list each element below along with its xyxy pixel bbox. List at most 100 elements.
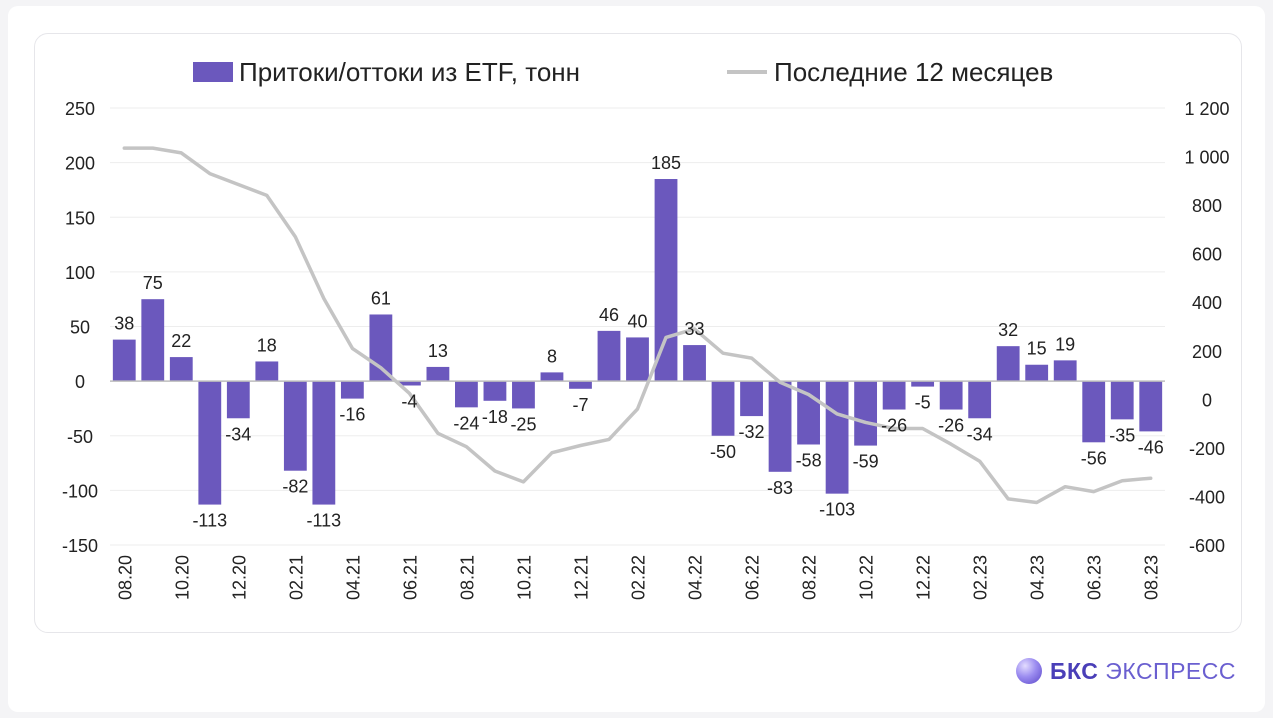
bar — [255, 361, 279, 382]
bar — [141, 299, 165, 382]
brand-logo: БКС ЭКСПРЕСС — [1016, 655, 1236, 687]
bar-data-label: -113 — [192, 511, 227, 531]
x-tick-label: 12.20 — [229, 555, 249, 600]
x-tick-label: 06.22 — [743, 555, 763, 600]
bar — [711, 381, 735, 436]
bar-data-label: 8 — [547, 346, 557, 366]
bar — [683, 345, 706, 382]
x-tick-label: 02.23 — [971, 555, 991, 600]
x-tick-label: 10.22 — [857, 555, 877, 600]
bar — [1139, 381, 1163, 432]
x-tick-label: 10.20 — [172, 555, 192, 600]
bar-data-label: -103 — [819, 500, 855, 520]
brand-name-light: ЭКСПРЕСС — [1105, 657, 1236, 684]
bar — [968, 381, 992, 419]
y-right-tick-label: 1 200 — [1184, 99, 1229, 119]
y-left-tick-label: 0 — [75, 372, 85, 392]
bar — [512, 381, 535, 409]
bar — [1110, 381, 1134, 420]
x-tick-label: 06.21 — [400, 555, 420, 600]
bar — [426, 366, 450, 382]
bar-data-label: 33 — [685, 319, 705, 339]
x-tick-label: 08.23 — [1142, 555, 1162, 600]
legend-bar-label: Притоки/оттоки из ETF, тонн — [239, 57, 580, 87]
bar — [397, 381, 421, 386]
bar-data-label: -34 — [967, 424, 993, 444]
bar — [455, 381, 478, 408]
x-tick-label: 08.20 — [115, 555, 135, 600]
bar — [768, 381, 792, 472]
bar-data-label: -32 — [739, 422, 765, 442]
x-tick-label: 04.23 — [1028, 555, 1048, 600]
x-tick-label: 10.21 — [514, 555, 534, 600]
y-right-tick-label: -600 — [1189, 536, 1225, 556]
y-right-tick-label: 200 — [1192, 342, 1222, 362]
y-left-tick-label: 150 — [65, 208, 95, 228]
y-left-tick-label: 250 — [65, 99, 95, 119]
y-left-tick-label: -100 — [62, 481, 98, 501]
bar-data-label: 38 — [114, 314, 134, 334]
y-left-tick-label: -50 — [67, 427, 93, 447]
bar — [198, 381, 222, 505]
y-right-tick-label: 800 — [1192, 196, 1222, 216]
data-labels-layer: 38 75 22 -113 -34 18 -82 -113 -16 61 -4 13 -24 -18 -25… — [114, 153, 1164, 531]
bar-data-label: 46 — [599, 305, 619, 325]
bar-data-label: -26 — [938, 416, 964, 436]
bar-data-label: -5 — [915, 393, 931, 413]
bar-data-label: -56 — [1081, 448, 1107, 468]
bar — [169, 357, 193, 382]
bar — [312, 381, 336, 505]
bar-data-label: -82 — [282, 477, 308, 497]
y-right-tick-label: 1 000 — [1184, 148, 1229, 168]
brand-sphere-icon — [1016, 658, 1042, 684]
bar — [911, 381, 935, 387]
bar-data-label: 75 — [143, 273, 163, 293]
trailing-12m-line — [122, 146, 1153, 505]
bar — [654, 179, 678, 382]
bar — [369, 314, 393, 382]
bar-data-label: 61 — [371, 288, 391, 308]
bar-data-label: -4 — [401, 391, 417, 411]
bar-data-label: 40 — [627, 311, 647, 331]
bar-data-label: -46 — [1138, 437, 1164, 457]
bar-data-label: -113 — [306, 511, 341, 531]
y-right-tick-label: -400 — [1189, 487, 1225, 507]
bar-data-label: -7 — [572, 395, 588, 415]
bar-data-label: -83 — [767, 478, 793, 498]
bar-data-label: 18 — [257, 335, 277, 355]
line-layer — [122, 146, 1153, 505]
bar-data-label: 185 — [651, 153, 681, 173]
bar-data-label: -24 — [453, 413, 479, 433]
bar-data-label: 19 — [1055, 334, 1075, 354]
y-right-tick-label: -200 — [1189, 439, 1225, 459]
bar — [939, 381, 963, 410]
bar — [226, 381, 250, 419]
y-right-tick-label: 600 — [1192, 245, 1222, 265]
bar — [996, 346, 1020, 382]
y-left-tick-label: 100 — [65, 263, 95, 283]
x-tick-label: 12.22 — [914, 555, 934, 600]
bar — [882, 381, 906, 410]
bar — [740, 381, 763, 417]
bar-data-label: -25 — [510, 414, 536, 434]
bar-data-label: -50 — [710, 442, 736, 462]
y-left-tick-label: 200 — [65, 154, 95, 174]
legend-line-label: Последние 12 месяцев — [774, 57, 1053, 87]
bars-layer — [112, 179, 1163, 505]
bar — [626, 337, 649, 382]
bar — [1053, 360, 1077, 382]
bar — [283, 381, 307, 471]
bar — [854, 381, 878, 446]
bar-data-label: 13 — [428, 341, 448, 361]
bar-data-label: -34 — [225, 424, 251, 444]
bar-data-label: -26 — [881, 416, 907, 436]
brand-name: БКС ЭКСПРЕСС — [1050, 658, 1236, 685]
x-tick-label: 04.21 — [343, 555, 363, 600]
bar-data-label: -35 — [1109, 425, 1135, 445]
y-left-tick-label: -150 — [62, 536, 98, 556]
y-right-tick-label: 0 — [1202, 390, 1212, 410]
chart-card — [34, 33, 1242, 633]
bar — [340, 381, 364, 399]
